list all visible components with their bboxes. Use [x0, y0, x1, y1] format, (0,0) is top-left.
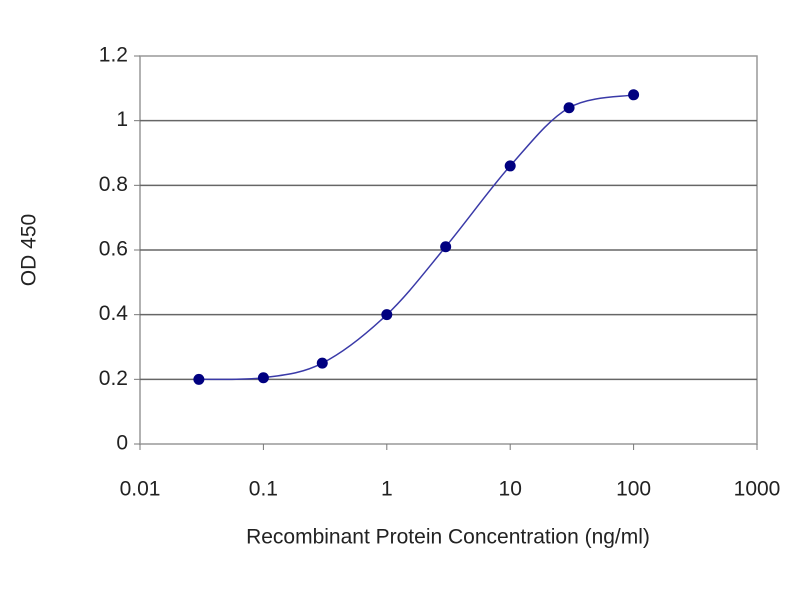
- data-point: [381, 309, 393, 321]
- data-point: [504, 160, 516, 172]
- data-point: [257, 372, 269, 384]
- data-point: [563, 102, 575, 114]
- y-tick-label: 0.8: [99, 173, 128, 196]
- data-point: [440, 241, 452, 253]
- data-point: [628, 89, 640, 101]
- y-tick-label: 0.2: [99, 367, 128, 390]
- x-tick-label: 10: [499, 478, 522, 501]
- y-tick-label: 0.6: [99, 238, 128, 261]
- curve: [198, 94, 634, 381]
- y-tick-label: 1.2: [99, 44, 128, 67]
- data-point: [316, 357, 328, 369]
- x-tick-label: 0.01: [120, 478, 161, 501]
- x-tick-label: 1: [381, 478, 393, 501]
- y-tick-label: 0.4: [99, 302, 129, 325]
- y-axis-label: OD 450: [18, 214, 41, 286]
- x-axis-label: Recombinant Protein Concentration (ng/ml…: [246, 526, 650, 549]
- y-tick-label: 0: [116, 432, 128, 455]
- data-point: [193, 373, 205, 385]
- x-tick-label: 0.1: [249, 478, 278, 501]
- y-tick-label: 1: [116, 108, 128, 131]
- x-tick-label: 100: [616, 478, 651, 501]
- x-tick-label: 1000: [734, 478, 781, 501]
